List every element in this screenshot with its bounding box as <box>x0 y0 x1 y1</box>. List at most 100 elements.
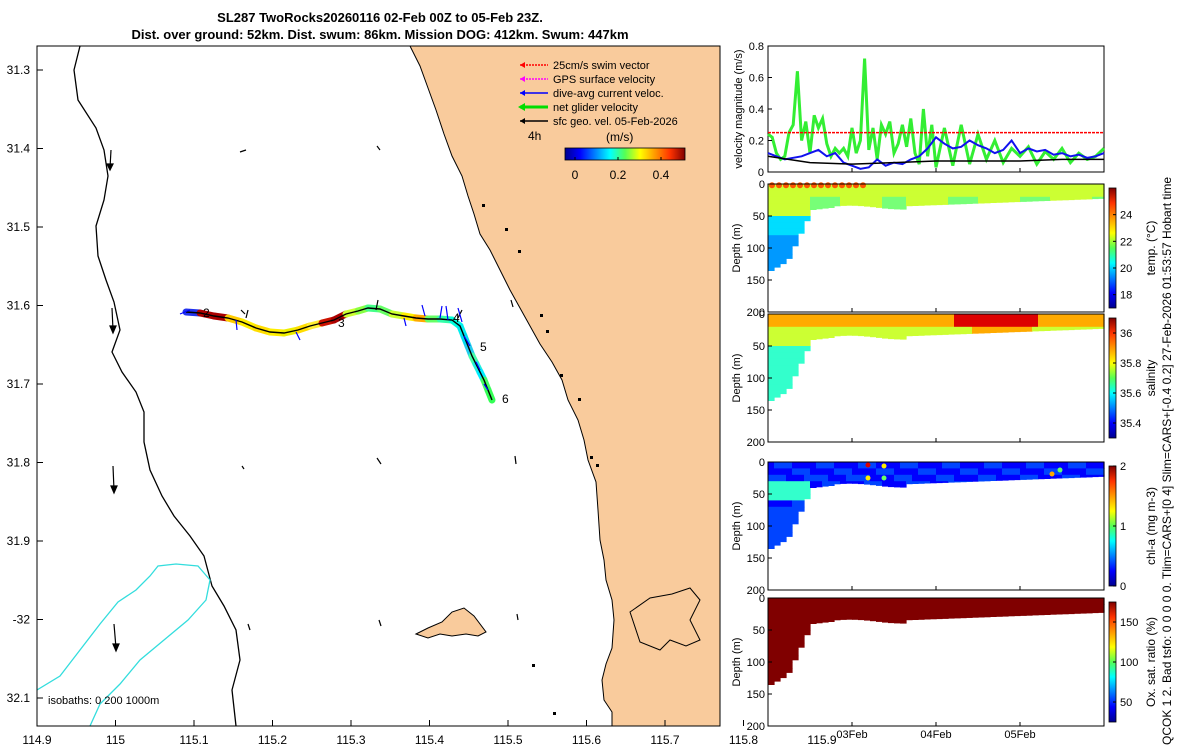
section-cell <box>1074 474 1081 478</box>
section-cell <box>780 649 787 657</box>
section-cell <box>786 636 793 644</box>
section-cell <box>858 598 865 605</box>
section-cell <box>828 468 835 476</box>
section-cell <box>918 481 925 484</box>
section-cell <box>966 320 973 328</box>
section-cell <box>1044 196 1051 201</box>
section-cell <box>768 260 775 268</box>
section-cell <box>864 617 871 621</box>
section-cell <box>846 320 853 328</box>
section-cell <box>774 513 781 521</box>
section-cell <box>984 184 991 191</box>
section-cell <box>786 506 793 514</box>
section-cell <box>888 196 895 204</box>
section-cell <box>786 649 793 657</box>
section-cell <box>906 481 913 485</box>
section-cell <box>780 481 787 489</box>
isobath-1000m <box>37 563 211 726</box>
colorbar-tick-label: 35.6 <box>1120 388 1141 400</box>
section-cell <box>888 184 895 191</box>
section-cell <box>948 481 955 483</box>
section-cell <box>936 190 943 198</box>
section-cell <box>1026 610 1033 616</box>
section-cell <box>786 513 793 521</box>
legend-item-gps-velocity: GPS surface velocity <box>520 74 656 86</box>
velocity-series-line <box>767 155 1104 165</box>
section-cell <box>966 203 973 204</box>
section-cell <box>948 184 955 191</box>
section-cell <box>792 513 799 521</box>
section-cell <box>768 506 775 514</box>
section-cell <box>942 610 949 618</box>
section-cell <box>876 190 883 198</box>
section-cell <box>786 339 793 347</box>
map-x-tick-label: 115.1 <box>179 733 208 747</box>
section-cell <box>930 474 937 482</box>
section-cell <box>906 617 913 621</box>
section-cell <box>978 196 985 204</box>
section-cell <box>906 604 913 612</box>
section-cell <box>864 481 871 485</box>
section-cell <box>894 326 901 334</box>
figure-title-line1: SL287 TwoRocks20260116 02-Feb 00Z to 05-… <box>217 10 543 25</box>
section-cell <box>1038 326 1045 332</box>
legend-label-gps-velocity: GPS surface velocity <box>553 74 656 86</box>
section-cell <box>1038 474 1045 480</box>
section-cell <box>846 462 853 469</box>
section-cell <box>1014 604 1021 612</box>
map-x-tick-label: 115 <box>106 733 125 747</box>
section-cell <box>822 190 829 198</box>
section-cell <box>792 365 799 373</box>
section-cell <box>846 610 853 618</box>
section-cell <box>1092 604 1099 612</box>
section-cell <box>768 519 775 527</box>
section-cell <box>792 184 799 191</box>
section-cell <box>906 474 913 482</box>
section-cell <box>906 462 913 469</box>
section-cell <box>780 339 787 347</box>
section-cell <box>996 184 1003 191</box>
section-cell <box>912 604 919 612</box>
section-cell <box>810 481 817 488</box>
section-cell <box>834 468 841 476</box>
map-x-axis: 114.9 115 115.1 115.2 115.3 115.4 115.5 115.6 11… <box>22 720 837 747</box>
section-cell <box>924 196 931 204</box>
section-cell <box>930 468 937 476</box>
surface-warm-dot <box>832 182 838 189</box>
section-cell <box>1098 474 1105 477</box>
section-cell <box>990 468 997 476</box>
section-cell <box>768 617 775 625</box>
colorbar-tick-label: 150 <box>1120 617 1138 629</box>
track-day-label-2: 2 <box>203 306 210 320</box>
velocity-series-line <box>767 135 1105 170</box>
section-cell <box>972 462 979 469</box>
section-cell <box>822 598 829 605</box>
section-cell <box>876 610 883 618</box>
section-cell <box>1086 184 1093 191</box>
section-cell <box>1002 610 1009 617</box>
section-cell <box>930 203 937 206</box>
track-day-label-3: 3 <box>338 316 345 330</box>
section-cell <box>942 333 949 335</box>
section-cell <box>792 320 799 328</box>
section-cell <box>990 314 997 321</box>
track-day-label-6: 6 <box>502 392 509 406</box>
section-cell <box>978 314 985 321</box>
section-cell <box>1014 320 1021 328</box>
section-cell <box>870 314 877 321</box>
section-cell <box>774 494 781 501</box>
section-cell <box>816 326 823 334</box>
section-cell <box>1038 604 1045 612</box>
section-cell <box>792 222 799 230</box>
section-cell <box>900 468 907 476</box>
section-cell <box>954 184 961 191</box>
section-cell <box>1020 196 1027 202</box>
section-cell <box>1014 610 1021 617</box>
section-cell <box>870 333 877 338</box>
section-cell <box>870 481 877 486</box>
section-cell <box>840 481 847 484</box>
section-y-tick-label: 100 <box>747 521 765 533</box>
section-cell <box>864 326 871 334</box>
section-cell <box>822 610 829 618</box>
section-cell <box>1074 462 1081 469</box>
